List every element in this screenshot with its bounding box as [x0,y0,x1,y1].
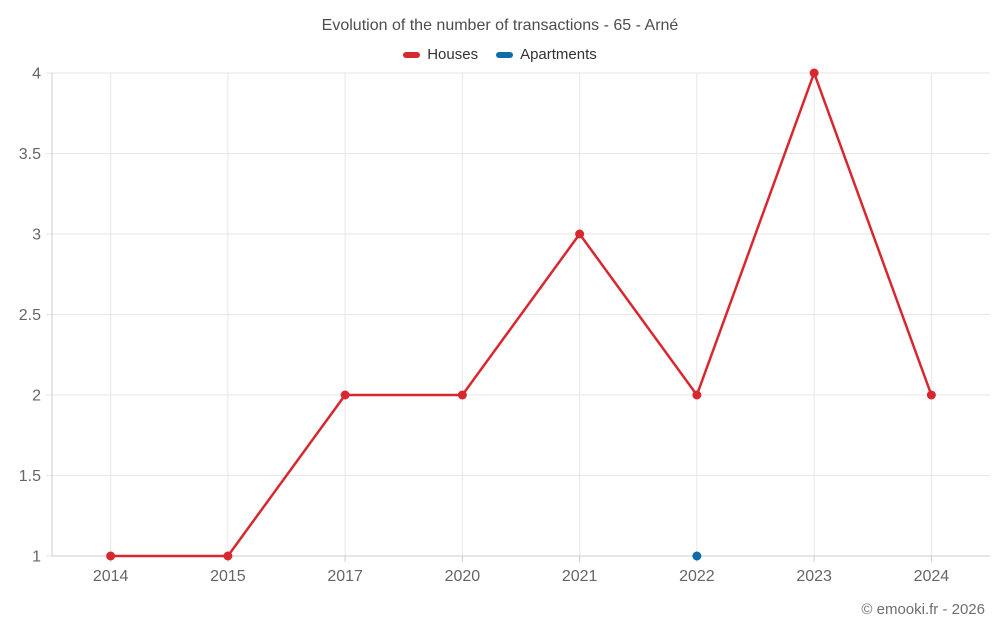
legend: Houses Apartments [0,46,1000,63]
svg-text:4: 4 [32,66,41,83]
svg-text:2023: 2023 [796,568,832,585]
apartments-swatch-icon [496,51,514,58]
legend-item-houses[interactable]: Houses [403,46,478,63]
svg-text:1.5: 1.5 [19,468,41,485]
svg-text:2.5: 2.5 [19,307,41,324]
svg-text:2014: 2014 [93,568,129,585]
svg-text:2022: 2022 [679,568,715,585]
svg-text:2015: 2015 [210,568,246,585]
svg-text:2021: 2021 [562,568,598,585]
svg-text:3.5: 3.5 [19,146,41,163]
legend-label-houses: Houses [427,46,479,63]
svg-text:1: 1 [32,549,41,566]
svg-text:2017: 2017 [327,568,363,585]
footer-credit: © emooki.fr - 2026 [861,601,985,618]
svg-text:2024: 2024 [914,568,950,585]
chart-title: Evolution of the number of transactions … [321,17,679,34]
legend-label-apartments: Apartments [520,46,597,63]
legend-item-apartments[interactable]: Apartments [496,46,597,63]
houses-swatch-icon [403,51,421,58]
svg-text:3: 3 [32,227,41,244]
svg-text:2020: 2020 [445,568,481,585]
svg-text:2: 2 [32,388,41,405]
